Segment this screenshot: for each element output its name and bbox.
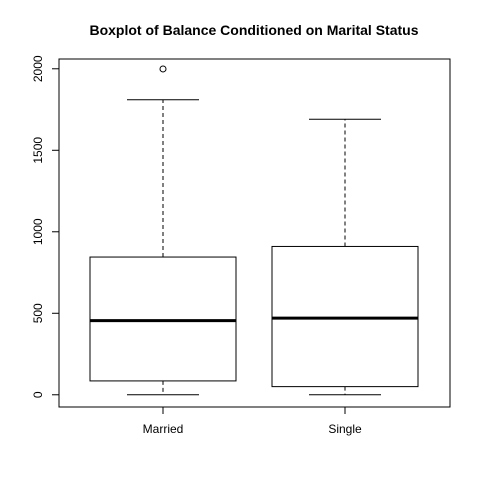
- y-axis: 0 500 1000 1500 2000: [31, 55, 60, 398]
- chart-title: Boxplot of Balance Conditioned on Marita…: [89, 22, 418, 38]
- plot-frame: [58, 58, 451, 408]
- x-axis: Married Single: [143, 406, 362, 436]
- y-tick-label: 1500: [31, 137, 45, 164]
- iqr-box: [89, 256, 237, 382]
- box-single: [271, 118, 419, 396]
- y-tick-label: 500: [31, 303, 45, 323]
- y-tick-label: 0: [31, 391, 45, 398]
- y-tick-label: 1000: [31, 218, 45, 245]
- x-tick-label: Single: [328, 422, 362, 436]
- x-tick-label: Married: [143, 422, 184, 436]
- outlier-point: [159, 65, 167, 73]
- iqr-box: [271, 245, 419, 388]
- boxes-group: [89, 65, 419, 396]
- box-married: [89, 65, 237, 396]
- y-tick-label: 2000: [31, 55, 45, 82]
